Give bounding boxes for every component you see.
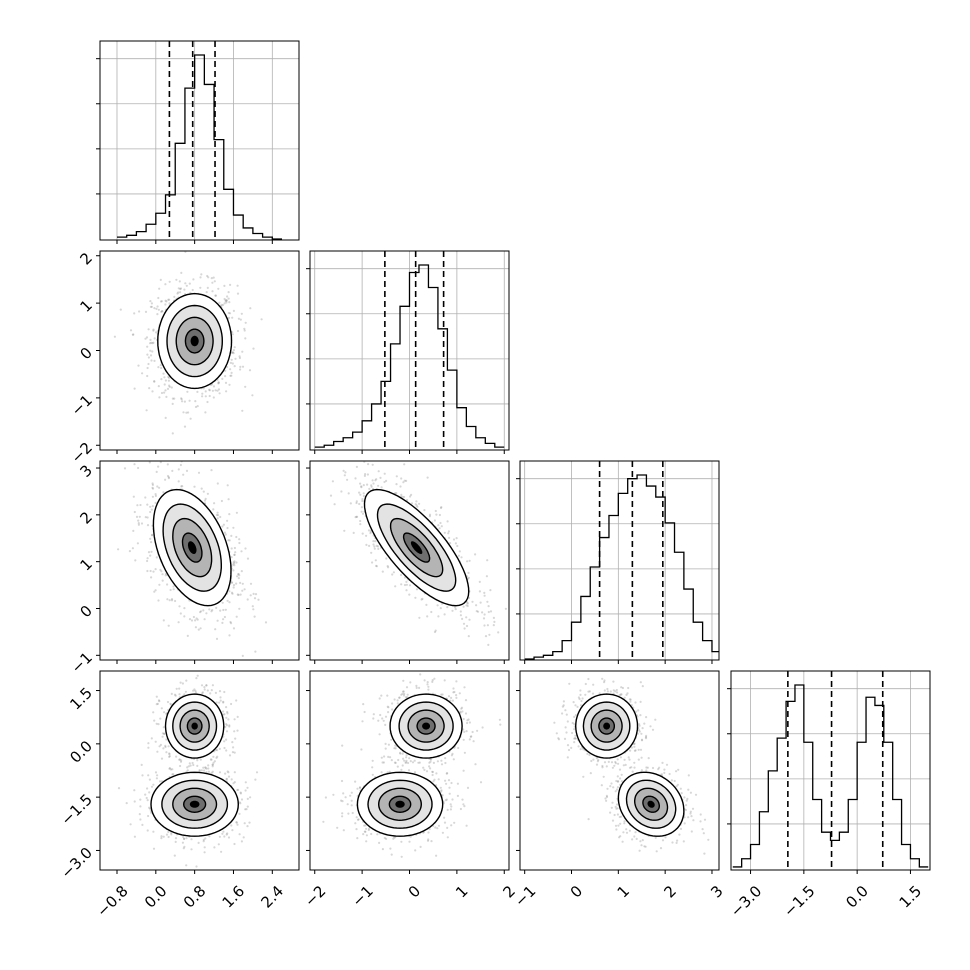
contour-line xyxy=(617,771,685,837)
contour-line xyxy=(582,701,631,751)
density-peak xyxy=(410,541,423,554)
y-tick-label: 0 xyxy=(77,602,96,621)
y-tick-label: 0 xyxy=(77,344,96,363)
contour-line xyxy=(186,717,203,735)
contour-line xyxy=(181,532,203,563)
y-tick-label: 1 xyxy=(77,555,96,574)
panel-frame xyxy=(519,460,720,661)
x-tick-label: 0.8 xyxy=(180,882,210,912)
panel-frame xyxy=(519,670,720,871)
contour-line xyxy=(356,771,444,837)
x-tick-label: −1 xyxy=(348,882,376,910)
y-tick-label: −1 xyxy=(68,649,96,677)
contour-line xyxy=(625,779,677,829)
joint-panel-3-4 xyxy=(516,670,720,874)
joint-panel-1-2 xyxy=(96,250,300,454)
histogram-panel-2 xyxy=(306,250,510,454)
panel-frame xyxy=(99,40,300,241)
contour-line xyxy=(182,795,207,814)
x-tick-label: −0.8 xyxy=(93,882,131,920)
density-peak xyxy=(187,541,197,554)
contour-line xyxy=(367,779,433,829)
contour-line xyxy=(161,779,229,829)
panel-frame xyxy=(99,460,300,661)
joint-panel-1-3 xyxy=(96,460,300,664)
y-tick-label: 2 xyxy=(77,508,96,527)
contour-line xyxy=(634,787,669,821)
contour-line xyxy=(642,795,660,813)
contour-line xyxy=(416,717,436,735)
y-tick-label: −1.5 xyxy=(58,790,96,828)
contour-line xyxy=(377,787,423,822)
y-tick-label: −3.0 xyxy=(58,844,96,882)
contour-line xyxy=(166,304,224,378)
histogram-steps xyxy=(524,474,719,660)
contour-line xyxy=(152,488,232,607)
contour-line xyxy=(172,701,218,751)
x-tick-label: 1.5 xyxy=(896,882,926,912)
joint-panel-2-4 xyxy=(306,670,510,874)
density-peak xyxy=(603,722,610,730)
joint-panel-2-3 xyxy=(306,460,510,664)
x-tick-label: 1 xyxy=(452,882,471,901)
contour-line xyxy=(179,709,210,743)
x-tick-label: 2 xyxy=(660,882,679,901)
contour-line xyxy=(150,771,240,837)
joint-panel-1-4 xyxy=(96,670,300,874)
x-tick-label: 0.0 xyxy=(842,882,872,912)
contour-line xyxy=(363,488,470,607)
x-tick-label: −1 xyxy=(511,882,539,910)
histogram-steps xyxy=(116,54,283,240)
x-tick-label: 2.4 xyxy=(257,882,287,912)
x-tick-label: 1.6 xyxy=(219,882,249,912)
x-tick-label: 3 xyxy=(707,882,726,901)
contour-line xyxy=(164,693,225,759)
x-tick-label: −2 xyxy=(301,882,329,910)
histogram-panel-1 xyxy=(96,40,300,244)
contour-line xyxy=(175,316,214,366)
contour-line xyxy=(184,328,205,354)
contour-line xyxy=(172,787,218,822)
x-tick-label: 0 xyxy=(405,882,424,901)
x-tick-label: −1.5 xyxy=(780,882,818,920)
contour-line xyxy=(389,693,463,759)
contour-line xyxy=(172,517,213,578)
contour-line xyxy=(407,709,445,743)
density-peak xyxy=(190,335,199,347)
y-tick-label: 1 xyxy=(77,296,96,315)
histogram-panel-3 xyxy=(516,460,720,664)
contour-line xyxy=(162,503,222,592)
contour-line xyxy=(157,292,233,390)
density-peak xyxy=(395,800,405,808)
histogram-steps xyxy=(314,264,505,448)
contour-line xyxy=(376,503,457,592)
x-tick-label: −3.0 xyxy=(727,882,765,920)
density-peak xyxy=(422,722,430,730)
histogram-steps xyxy=(732,684,929,868)
contour-line xyxy=(402,532,431,563)
y-tick-label: −1 xyxy=(68,391,96,419)
contour-line xyxy=(590,709,623,743)
y-tick-label: 0.0 xyxy=(66,737,96,767)
x-tick-label: 0.0 xyxy=(141,882,171,912)
panel-frame xyxy=(730,670,931,871)
contour-line xyxy=(388,795,412,814)
contour-line xyxy=(574,693,639,759)
y-tick-label: 2 xyxy=(77,249,96,268)
x-tick-label: 1 xyxy=(614,882,633,901)
x-tick-label: 0 xyxy=(567,882,586,901)
panel-frame xyxy=(99,670,300,871)
contour-line xyxy=(598,717,615,735)
histogram-panel-4 xyxy=(727,670,931,874)
density-peak xyxy=(647,800,655,808)
contour-line xyxy=(398,701,454,751)
density-peak xyxy=(189,800,200,808)
y-tick-label: 1.5 xyxy=(66,684,96,714)
contour-line xyxy=(389,517,444,578)
density-peak xyxy=(191,722,198,730)
y-tick-label: 3 xyxy=(77,461,96,480)
